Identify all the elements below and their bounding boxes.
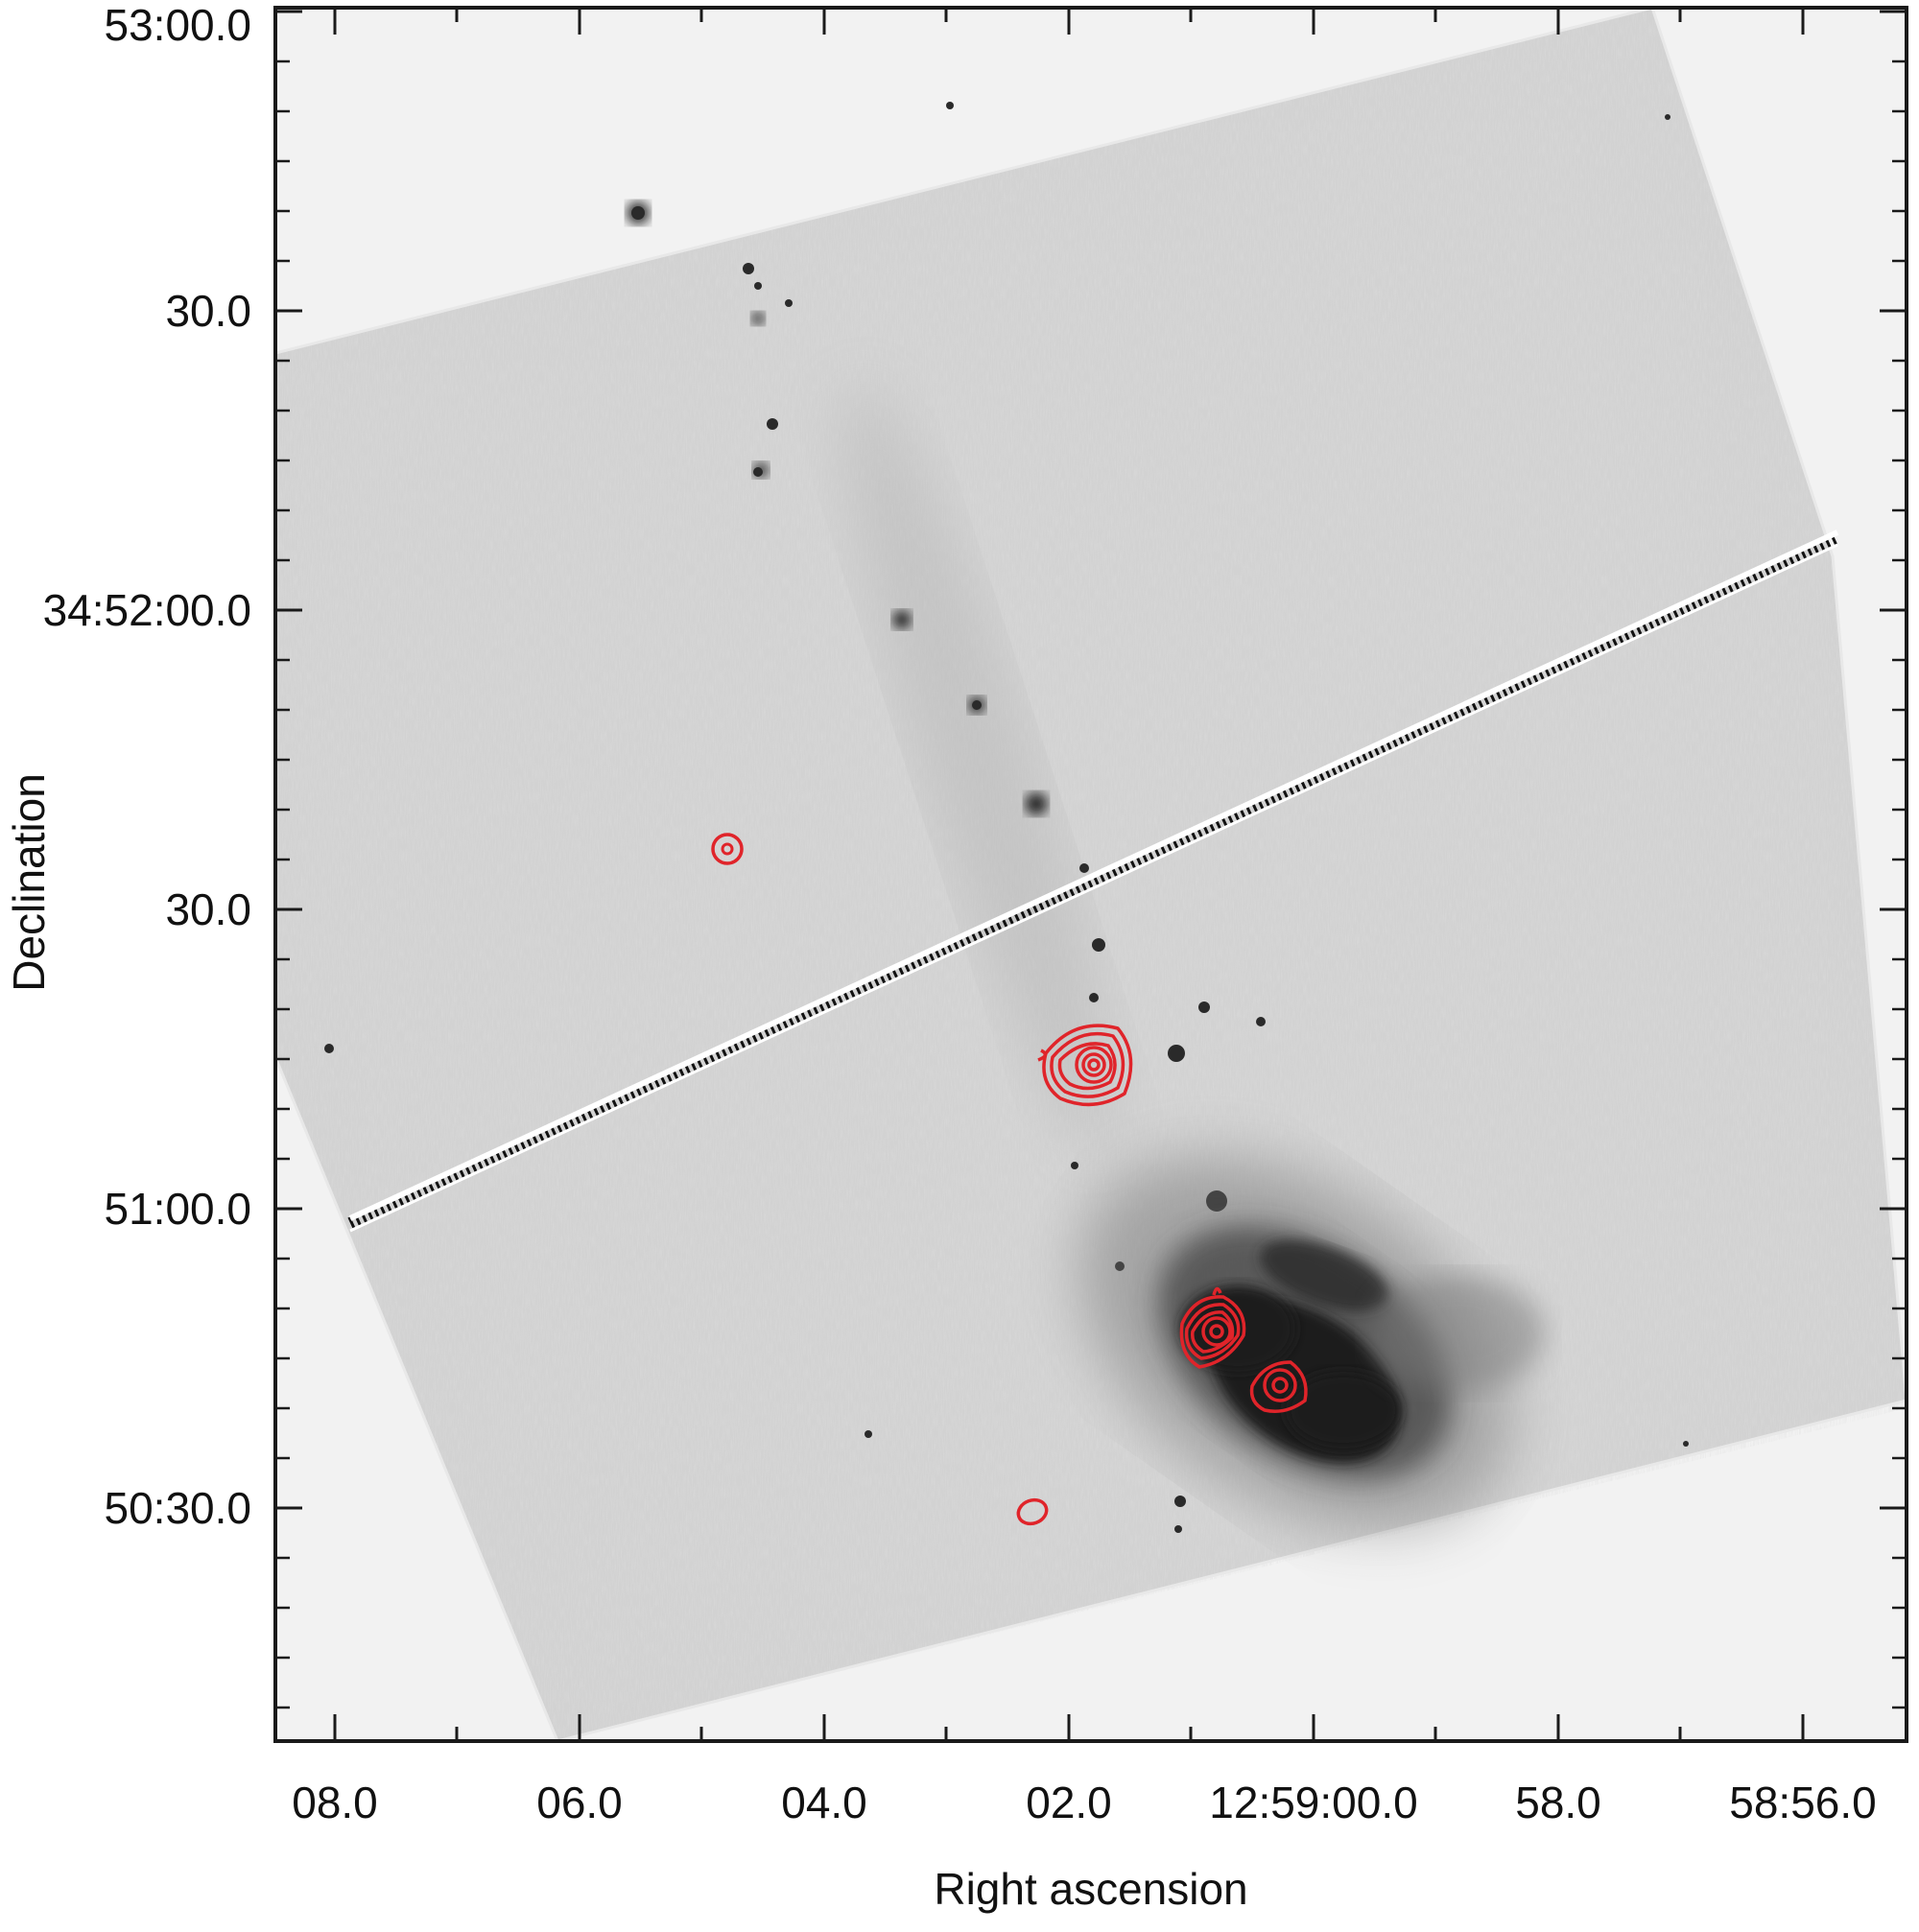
- contour-source-2: [1037, 1024, 1133, 1107]
- x-tick-label: 06.0: [536, 1778, 623, 1827]
- plot-frame: [273, 6, 1908, 1743]
- x-tick-labels: 08.0 06.0 04.0 02.0 12:59:00.0 58.0 58:5…: [292, 1778, 1877, 1827]
- x-tick-label: 02.0: [1026, 1778, 1112, 1827]
- galaxy-emission: [1079, 1156, 1545, 1530]
- compact-sources: [324, 102, 1689, 1533]
- y-tick-label: 51:00.0: [105, 1184, 251, 1234]
- emission-contours: [711, 833, 1308, 1526]
- y-tick-label: 30.0: [165, 884, 251, 934]
- y-tick-label: 53:00.0: [105, 0, 251, 50]
- y-axis-label: Declination: [4, 773, 54, 992]
- x-axis-label: Right ascension: [934, 1864, 1247, 1914]
- y-tick-label: 34:52:00.0: [43, 585, 251, 635]
- detector-gap-stripe: [347, 530, 1840, 1233]
- y-tick-label: 50:30.0: [105, 1483, 251, 1533]
- axis-ticks: [275, 8, 1907, 1741]
- x-tick-label: 08.0: [292, 1778, 378, 1827]
- contour-source-4: [1249, 1360, 1308, 1413]
- y-tick-labels: 53:00.0 30.0 34:52:00.0 30.0 51:00.0 50:…: [43, 0, 251, 1533]
- x-tick-label: 12:59:00.0: [1209, 1778, 1417, 1827]
- contour-source-1: [711, 833, 744, 865]
- x-tick-label: 04.0: [781, 1778, 867, 1827]
- x-tick-label: 58.0: [1515, 1778, 1601, 1827]
- contour-source-3: [1179, 1286, 1246, 1369]
- contour-source-5: [1016, 1497, 1049, 1526]
- y-tick-label: 30.0: [165, 286, 251, 336]
- x-tick-label: 58:56.0: [1729, 1778, 1876, 1827]
